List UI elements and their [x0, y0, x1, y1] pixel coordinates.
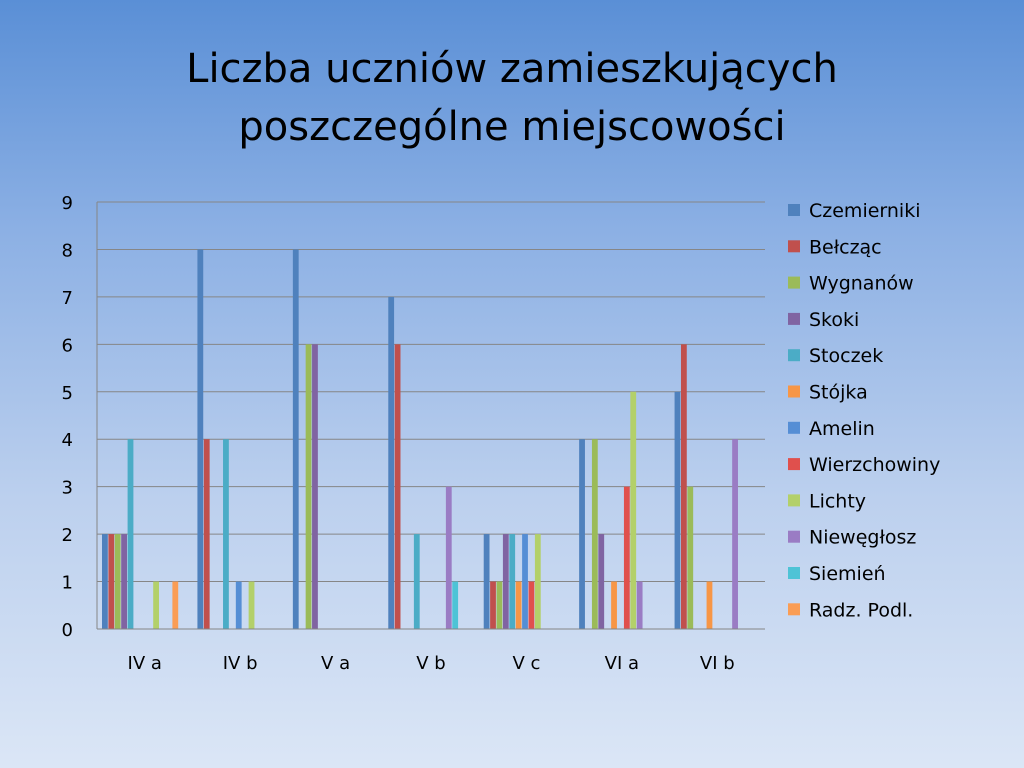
legend-swatch — [788, 530, 800, 543]
bar-niew-g-osz-vi-b — [732, 439, 738, 629]
bar-czemierniki-v-a — [292, 249, 299, 629]
legend-label: Siemień — [809, 563, 886, 585]
bar-skoki-iv-a — [121, 534, 127, 629]
bar-wierzchowiny-v-c — [528, 581, 535, 629]
bar-st-jka-vi-a — [611, 581, 617, 629]
bar-be-cz-c-iv-a — [108, 534, 115, 629]
bar-wygnan-w-vi-a — [591, 439, 598, 629]
bar-niew-g-osz-v-b — [445, 486, 452, 629]
bar-st-jka-vi-b — [706, 581, 713, 629]
bar-stoczek-iv-b — [223, 439, 229, 629]
bar-czemierniki-iv-b — [197, 249, 204, 629]
axes: 0 1 2 3 4 5 6 7 8 9 IV a IV b V a V b V c VI a VI b — [62, 193, 765, 674]
legend-swatch — [788, 458, 800, 471]
bar-amelin-iv-b — [235, 581, 242, 629]
legend-label: Radz. Podl. — [809, 599, 913, 621]
legend-label: Lichty — [809, 490, 866, 512]
y-tick-label: 3 — [62, 478, 73, 499]
legend-label: Bełcząc — [809, 236, 882, 258]
legend-swatch — [788, 276, 800, 289]
bar-stoczek-iv-a — [127, 439, 134, 629]
legend-swatch — [788, 603, 800, 616]
legend-label: Wierzchowiny — [809, 454, 940, 476]
legend-swatch — [788, 494, 800, 507]
bar-czemierniki-vi-b — [674, 391, 681, 629]
bar-amelin-v-c — [522, 534, 528, 629]
bar-wygnan-w-iv-a — [114, 534, 121, 629]
y-tick-label: 0 — [62, 620, 73, 641]
legend-label: Wygnanów — [809, 273, 914, 295]
legend-swatch — [788, 240, 800, 253]
bar-be-cz-c-iv-b — [203, 439, 210, 629]
y-tick-label: 5 — [62, 383, 73, 404]
x-category-label: VI b — [700, 653, 735, 674]
bar-wygnan-w-v-a — [305, 344, 312, 629]
bar-lichty-vi-a — [630, 391, 637, 629]
bar-stoczek-v-c — [509, 534, 516, 629]
bar-lichty-iv-b — [248, 581, 255, 629]
legend-swatch — [788, 567, 800, 579]
bar-be-cz-c-v-b — [394, 344, 401, 629]
legend-label: Stójka — [809, 382, 868, 404]
y-tick-label: 6 — [62, 335, 73, 356]
bar-wygnan-w-vi-b — [687, 486, 694, 629]
bar-st-jka-v-c — [515, 581, 522, 629]
bar-be-cz-c-v-c — [490, 581, 496, 629]
legend-swatch — [788, 349, 800, 362]
x-category-label: V a — [321, 653, 350, 674]
x-category-label: IV b — [223, 653, 258, 674]
bar-be-cz-c-vi-b — [680, 344, 687, 629]
y-tick-label: 8 — [62, 240, 73, 261]
title-line-1: Liczba uczniów zamieszkujących — [186, 46, 838, 92]
x-category-label: IV a — [128, 653, 162, 674]
y-tick-label: 2 — [62, 525, 73, 546]
y-tick-label: 9 — [62, 193, 73, 214]
y-tick-label: 1 — [62, 573, 73, 594]
bar-lichty-v-c — [534, 534, 541, 629]
x-category-label: VI a — [605, 653, 639, 674]
bar-lichty-iv-a — [153, 581, 159, 629]
bar-stoczek-v-b — [413, 534, 420, 629]
legend-swatch — [788, 204, 800, 216]
bar-radz-podl--iv-a — [172, 581, 179, 629]
slide-title: Liczba uczniów zamieszkujących poszczegó… — [0, 40, 1024, 156]
x-category-label: V b — [416, 653, 445, 674]
gridlines — [97, 201, 765, 630]
bar-niew-g-osz-vi-a — [636, 581, 643, 629]
legend-swatch — [788, 312, 800, 325]
bar-skoki-v-a — [312, 344, 318, 629]
legend-label: Skoki — [809, 309, 859, 331]
y-tick-label: 7 — [62, 288, 73, 309]
bar-skoki-vi-a — [598, 534, 605, 629]
bar-czemierniki-v-b — [388, 296, 395, 629]
legend: Czemierniki Bełcząc Wygnanów Skoki Stoczek St… — [788, 200, 940, 621]
bars — [102, 249, 738, 629]
legend-label: Amelin — [809, 418, 875, 440]
legend-swatch — [788, 385, 800, 398]
x-category-label: V c — [512, 653, 540, 674]
bar-wierzchowiny-vi-a — [623, 486, 630, 629]
bar-czemierniki-vi-a — [579, 439, 585, 629]
legend-swatch — [788, 421, 800, 434]
legend-label: Niewęgłosz — [809, 527, 916, 549]
bar-skoki-v-c — [502, 534, 509, 629]
bar-siemie--v-b — [452, 581, 459, 629]
bar-czemierniki-v-c — [483, 534, 490, 629]
bar-wygnan-w-v-c — [496, 581, 503, 629]
bar-czemierniki-iv-a — [102, 534, 108, 629]
legend-label: Czemierniki — [809, 200, 921, 222]
legend-label: Stoczek — [809, 345, 883, 367]
title-line-2: poszczególne miejscowości — [238, 104, 786, 150]
y-tick-label: 4 — [62, 430, 73, 451]
